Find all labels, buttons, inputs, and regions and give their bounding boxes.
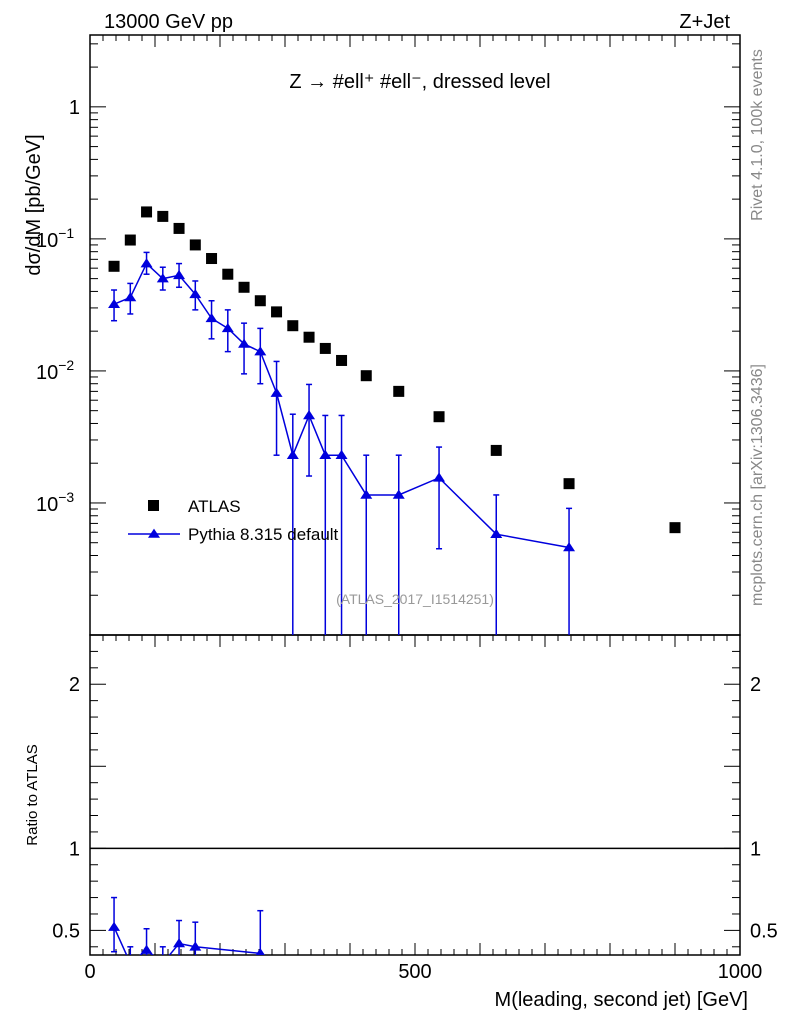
pythia-point (124, 958, 136, 967)
atlas-point (157, 210, 169, 222)
data-marks (108, 206, 681, 967)
pythia-point (319, 449, 332, 459)
pythia-point (270, 387, 283, 397)
x-tick-label: 500 (398, 961, 431, 983)
pythia-point (360, 489, 373, 499)
atlas-point (254, 295, 266, 307)
main-annotation: Z → #ell⁺ #ell⁻, dressed level (289, 71, 550, 93)
main-panel-frame (89, 34, 741, 636)
atlas-point (141, 206, 153, 218)
atlas-point (393, 385, 405, 397)
ratio-y-tick-label-right: 2 (750, 674, 761, 696)
header-left: 13000 GeV pp (104, 11, 233, 33)
chart-texts: 13000 GeV pp Z+Jet Z → #ell⁺ #ell⁻, dres… (23, 11, 766, 1011)
pythia-point (392, 489, 405, 499)
atlas-point (124, 234, 136, 246)
pythia-point (108, 298, 121, 308)
legend-atlas-marker (148, 500, 159, 511)
ratio-panel-marks (108, 896, 265, 967)
atlas-point (173, 222, 185, 234)
pythia-point (189, 288, 202, 299)
pythia-point (255, 947, 265, 955)
atlas-point (319, 342, 331, 354)
y-tick-label: 10−2 (36, 357, 74, 384)
atlas-point (222, 268, 234, 280)
pythia-point (157, 958, 169, 967)
ratio-y-tick-label: 0.5 (52, 920, 80, 942)
atlas-point (360, 370, 372, 382)
legend-pythia-label: Pythia 8.315 default (188, 525, 339, 544)
pythia-point (563, 542, 576, 552)
atlas-point (108, 260, 120, 272)
pythia-line (113, 926, 261, 955)
ratio-y-tick-label-right: 0.5 (750, 920, 778, 942)
pythia-point (254, 346, 267, 356)
x-tick-label: 0 (84, 961, 95, 983)
atlas-point (563, 478, 575, 490)
axis-ticks: 0 500 1000 1 10−1 10−2 10−3 0.5 0.5 1 1 2 2 (36, 35, 778, 983)
pythia-point (124, 292, 137, 302)
atlas-point (287, 320, 299, 332)
x-tick-label: 1000 (718, 961, 763, 983)
side-label-bottom: mcplots.cern.ch [arXiv:1306.3436] (749, 364, 766, 606)
ratio-y-axis-label: Ratio to ATLAS (24, 744, 41, 845)
atlas-point (336, 354, 348, 366)
atlas-point (669, 522, 681, 534)
pythia-point (140, 258, 153, 268)
ratio-panel-frame (89, 634, 741, 956)
pythia-point (433, 472, 446, 482)
header-right: Z+Jet (679, 11, 730, 33)
pythia-point (108, 921, 121, 931)
atlas-point (490, 444, 502, 456)
atlas-point (206, 253, 218, 265)
main-panel-marks (108, 206, 681, 635)
pythia-point (156, 273, 169, 283)
atlas-point (238, 281, 250, 293)
pythia-point (173, 938, 186, 948)
y-tick-label: 10−3 (36, 489, 74, 516)
pythia-point (490, 528, 503, 538)
reference-label: (ATLAS_2017_I1514251) (336, 591, 494, 607)
atlas-point (271, 306, 283, 318)
y-tick-label: 10−1 (36, 225, 74, 252)
legend: ATLAS Pythia 8.315 default (128, 497, 339, 544)
pythia-point (189, 941, 202, 951)
legend-atlas-label: ATLAS (188, 497, 241, 516)
pythia-point (335, 449, 348, 459)
atlas-point (189, 239, 201, 251)
pythia-point (303, 410, 316, 420)
pythia-point (286, 449, 299, 459)
pythia-point (140, 944, 153, 954)
atlas-point (303, 331, 315, 343)
atlas-point (433, 411, 445, 423)
x-axis-label: M(leading, second jet) [GeV] (495, 989, 748, 1011)
y-tick-label: 1 (69, 97, 80, 119)
ratio-y-tick-label-right: 1 (750, 838, 761, 860)
pythia-point (173, 269, 186, 280)
pythia-point (238, 338, 251, 348)
pythia-point (221, 322, 234, 333)
ratio-y-tick-label: 2 (69, 674, 80, 696)
plot-frames (89, 34, 741, 956)
side-label-top: Rivet 4.1.0, 100k events (749, 49, 766, 221)
pythia-point (205, 312, 218, 323)
legend-pythia-marker (148, 528, 160, 538)
main-y-axis-label: dσ/dM [pb/GeV] (23, 134, 45, 275)
ratio-y-tick-label: 1 (69, 838, 80, 860)
